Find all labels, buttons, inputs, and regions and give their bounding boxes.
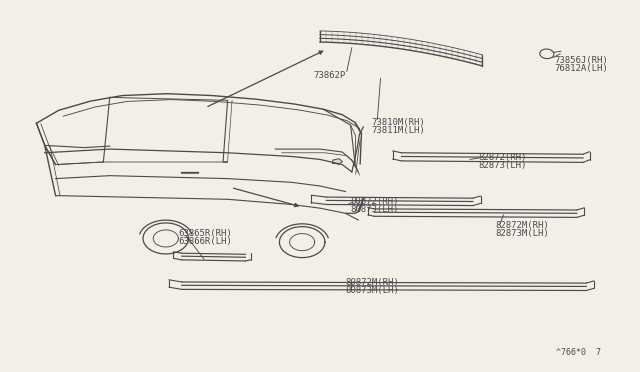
Text: 63865R(RH): 63865R(RH) — [179, 229, 232, 238]
Text: 80873(LH): 80873(LH) — [351, 205, 399, 214]
Text: 73856J(RH): 73856J(RH) — [554, 56, 608, 65]
Polygon shape — [333, 159, 342, 164]
Text: 73811M(LH): 73811M(LH) — [371, 126, 425, 135]
Text: 76812A(LH): 76812A(LH) — [554, 64, 608, 73]
Text: 80873M(LH): 80873M(LH) — [346, 286, 399, 295]
Text: 82872M(RH): 82872M(RH) — [495, 221, 549, 230]
Text: 63866R(LH): 63866R(LH) — [179, 237, 232, 246]
Text: ^766*0  7: ^766*0 7 — [556, 349, 601, 357]
Text: 73862P: 73862P — [314, 71, 346, 80]
Text: 80872M(RH): 80872M(RH) — [346, 278, 399, 287]
Text: 82873M(LH): 82873M(LH) — [495, 230, 549, 238]
Text: 80872(RH): 80872(RH) — [351, 197, 399, 206]
Text: 73810M(RH): 73810M(RH) — [371, 118, 425, 127]
Text: 82872(RH): 82872(RH) — [478, 153, 527, 162]
Text: 82873(LH): 82873(LH) — [478, 161, 527, 170]
